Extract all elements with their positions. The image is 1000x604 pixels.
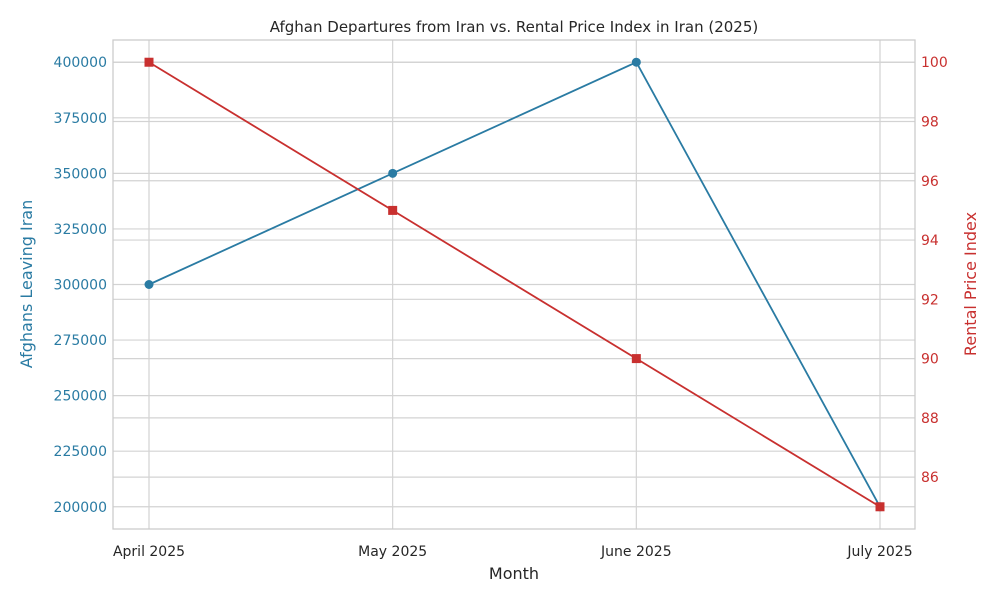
x-tick-label: April 2025 [113,544,185,560]
x-tick-label: June 2025 [600,544,672,560]
rental-index-point [875,502,885,512]
rental-index-point [144,57,154,67]
y-left-tick-label: 200000 [54,500,107,516]
y-axis-right-label: Rental Price Index [961,212,980,356]
y-right-tick-label: 96 [921,174,939,190]
x-axis-ticks: April 2025 May 2025 June 2025 July 2025 [113,544,913,560]
rental-index-line [148,61,881,508]
y-right-tick-label: 94 [921,233,939,249]
y-left-tick-label: 225000 [54,444,107,460]
grid-layer [113,40,915,529]
y-left-tick-label: 375000 [54,111,107,127]
y-right-tick-label: 90 [921,352,939,368]
y-right-tick-label: 88 [921,411,939,427]
left-axis-ticks: 200000 225000 250000 275000 300000 325000 3500… [54,55,107,516]
chart-title: Afghan Departures from Iran vs. Rental P… [270,18,758,36]
series-layer [144,57,885,512]
y-left-tick-label: 400000 [54,55,107,71]
x-axis-label: Month [489,564,539,583]
y-right-tick-label: 86 [921,470,939,486]
y-left-tick-label: 350000 [54,166,107,182]
departures-point [144,280,154,289]
departures-point [631,57,641,67]
x-tick-label: May 2025 [358,544,427,560]
y-left-tick-label: 300000 [54,278,107,294]
x-tick-label: July 2025 [846,544,912,560]
y-left-tick-label: 325000 [54,222,107,238]
y-right-tick-label: 100 [921,55,948,71]
y-left-tick-label: 250000 [54,389,107,405]
plot-frame [112,39,916,530]
departures-line [148,61,881,508]
departures-point [388,168,398,178]
y-right-tick-label: 98 [921,115,939,131]
right-axis-ticks: 86 88 90 92 94 96 98 100 [921,55,948,486]
y-axis-left-label: Afghans Leaving Iran [17,200,36,369]
rental-index-point [631,354,641,364]
y-left-tick-label: 275000 [54,333,107,349]
rental-index-point [388,205,398,215]
y-right-tick-label: 92 [921,292,939,308]
